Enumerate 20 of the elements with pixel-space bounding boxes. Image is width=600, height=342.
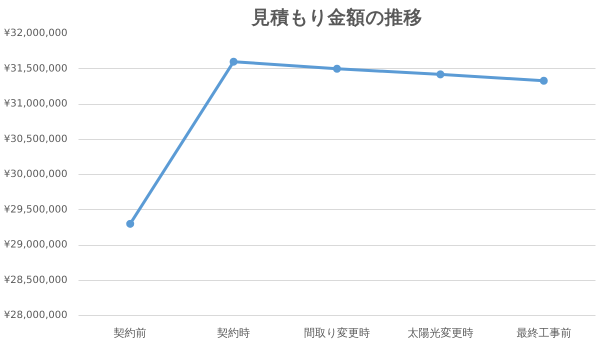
y-tick-label: ¥28,000,000 — [4, 310, 68, 321]
y-tick-label: ¥31,000,000 — [4, 98, 68, 110]
point — [230, 58, 238, 66]
y-tick-label: ¥29,000,000 — [4, 240, 68, 250]
point — [126, 220, 134, 228]
y-tick-label: ¥31,500,000 — [4, 63, 68, 74]
x-tick-label: 最終工事前 — [516, 326, 572, 340]
point — [436, 70, 444, 78]
chart-title: 見積もり金額の推移 — [250, 6, 422, 28]
x-tick-label: 契約前 — [114, 326, 147, 340]
y-tick-label: ¥30,000,000 — [4, 169, 68, 180]
point — [333, 64, 341, 73]
y-tick-label: ¥32,000,000 — [4, 28, 68, 39]
x-tick-label: 契約時 — [217, 326, 250, 340]
point — [540, 76, 548, 85]
y-tick-label: ¥29,500,000 — [4, 204, 68, 216]
x-tick-label: 太陽光変更時 — [407, 326, 474, 340]
y-tick-label: ¥28,500,000 — [4, 274, 68, 286]
x-tick-label: 間取り変更時 — [304, 326, 370, 340]
y-tick-label: ¥30,500,000 — [4, 134, 68, 145]
